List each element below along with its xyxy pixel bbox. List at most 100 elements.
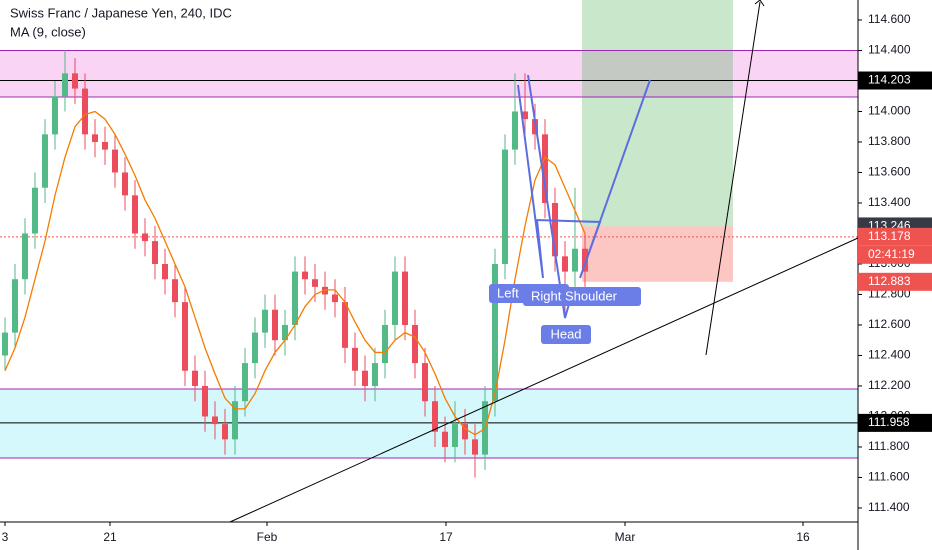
candle-body	[312, 279, 318, 287]
drawings: Left Shoulder Right Shoulder Head	[229, 0, 859, 523]
candle-body	[72, 73, 78, 89]
candle-body	[572, 248, 578, 272]
candle-body	[162, 263, 168, 280]
candle-body	[222, 424, 228, 440]
x-tick-label: 3	[2, 530, 9, 544]
candle-body	[262, 309, 268, 333]
y-tick-label: 112.200	[868, 378, 911, 392]
price-labels: 114.203113.246113.178112.883111.95802:41…	[858, 71, 932, 432]
candle-body	[22, 233, 28, 280]
candle-body	[82, 88, 88, 135]
ma-line	[4, 110, 586, 436]
y-tick-label: 111.400	[868, 500, 910, 514]
annotation-box	[541, 325, 591, 344]
candle-body	[542, 134, 548, 203]
y-tick-label: 111.600	[868, 470, 910, 484]
candle-body	[492, 263, 498, 402]
candle-body	[292, 271, 298, 325]
y-tick-label: 113.400	[868, 195, 911, 209]
candle-body	[412, 324, 418, 364]
candle-body	[322, 286, 328, 295]
stop-zone	[582, 226, 733, 282]
price-label: 113.178	[868, 229, 911, 243]
annotation-box	[523, 287, 641, 306]
candle-body	[392, 271, 398, 325]
candle-body	[12, 279, 18, 333]
candle-body	[32, 187, 38, 234]
annotation: Head	[550, 326, 581, 341]
candle-body	[562, 256, 568, 272]
candle-body	[92, 134, 98, 142]
zone	[0, 50, 858, 97]
y-tick-label: 112.600	[868, 317, 911, 331]
candle-body	[402, 271, 408, 325]
candle-body	[382, 324, 388, 364]
candle-body	[372, 363, 378, 386]
y-tick-label: 114.000	[868, 104, 911, 118]
candle-body	[252, 332, 258, 364]
chart-title: Swiss Franc / Japanese Yen, 240, IDC	[10, 5, 232, 20]
candle-body	[352, 347, 358, 371]
candle-body	[462, 424, 468, 440]
countdown-box	[858, 245, 932, 264]
candle-body	[202, 385, 208, 417]
y-tick-label: 113.800	[868, 134, 911, 148]
candle-body	[132, 195, 138, 234]
y-tick-label: 112.400	[868, 348, 911, 362]
candle-body	[52, 96, 58, 135]
zone	[0, 389, 858, 458]
price-label-box	[858, 227, 932, 246]
candle-body	[122, 172, 128, 196]
x-tick-label: 16	[796, 530, 810, 544]
time-axis	[0, 522, 858, 550]
countdown: 02:41:19	[868, 247, 915, 261]
price-label-box	[858, 272, 932, 291]
candle-body	[182, 302, 188, 371]
candle-body	[42, 134, 48, 188]
candle-body	[282, 324, 288, 341]
candle-body	[102, 141, 108, 150]
y-tick-label: 114.400	[868, 43, 911, 57]
candle-body	[582, 248, 588, 272]
candle-body	[342, 302, 348, 348]
x-tick-label: Mar	[615, 530, 636, 544]
candle-body	[332, 294, 338, 303]
candle-body	[242, 363, 248, 402]
candle-body	[362, 370, 368, 386]
target-zone	[582, 0, 733, 227]
candle-body	[62, 73, 68, 97]
indicator-label: MA (9, close)	[10, 24, 86, 39]
y-tick-label: 113.600	[868, 165, 911, 179]
candle-body	[472, 439, 478, 455]
price-label: 111.958	[868, 415, 910, 429]
candle-body	[112, 149, 118, 173]
plot-area	[0, 0, 858, 478]
price-label-box	[858, 413, 932, 432]
candle-body	[432, 401, 438, 432]
candle-body	[422, 363, 428, 402]
candle-body	[272, 309, 278, 341]
candle-body	[192, 370, 198, 386]
x-tick-label: 21	[103, 530, 117, 544]
candle-body	[142, 233, 148, 242]
candle-body	[212, 416, 218, 425]
candle-body	[552, 202, 558, 257]
candle-body	[152, 241, 158, 264]
price-label-box	[858, 71, 932, 90]
arrow-line	[705, 1, 761, 356]
candle-body	[172, 279, 178, 303]
x-tick-label: 17	[439, 530, 453, 544]
candle-body	[522, 111, 528, 120]
candle-body	[512, 111, 518, 150]
candle-body	[452, 424, 458, 447]
candle-body	[232, 401, 238, 440]
y-tick-label: 114.600	[868, 12, 911, 26]
y-tick-label: 111.800	[868, 439, 910, 453]
candle-body	[502, 149, 508, 264]
candle-body	[302, 271, 308, 280]
x-tick-label: Feb	[257, 530, 278, 544]
candle-body	[442, 431, 448, 447]
price-label: 112.883	[868, 274, 911, 288]
trend-line	[229, 237, 859, 523]
